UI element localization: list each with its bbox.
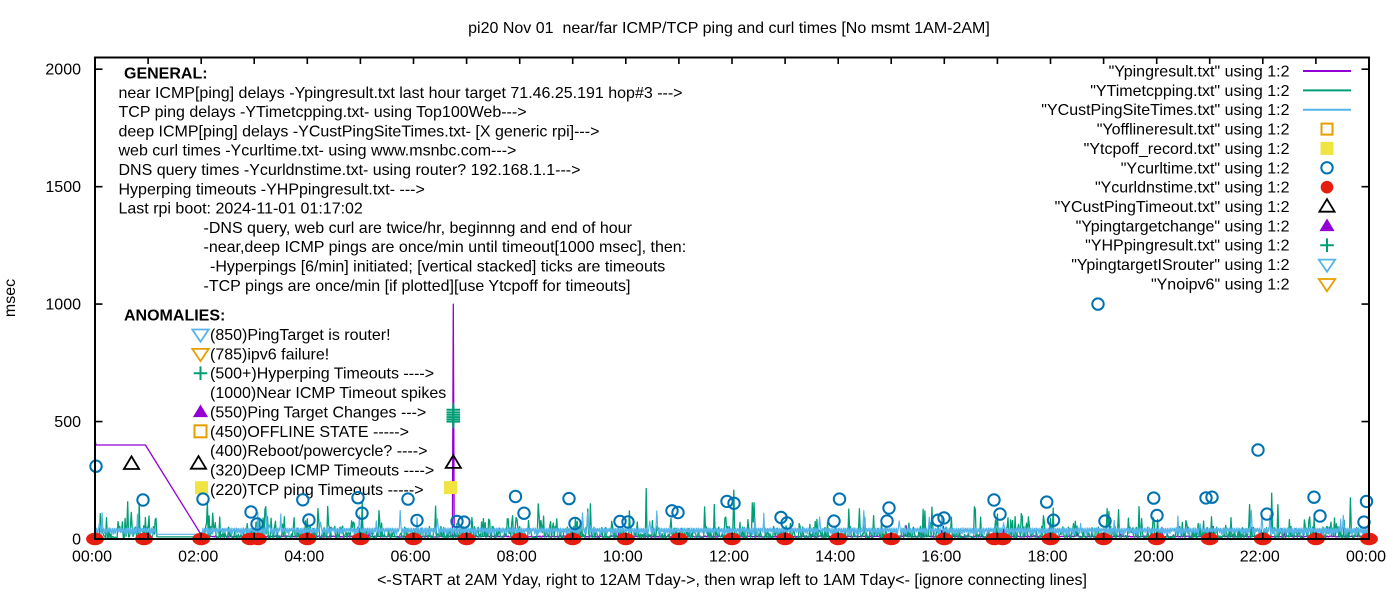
svg-text:"YHPpingresult.txt" using 1:2: "YHPpingresult.txt" using 1:2 — [1085, 238, 1289, 255]
svg-text:"YCustPingSiteTimes.txt" using: "YCustPingSiteTimes.txt" using 1:2 — [1041, 102, 1289, 119]
svg-text:(550)Ping Target Changes --->: (550)Ping Target Changes ---> — [210, 404, 426, 421]
svg-text:02:00: 02:00 — [178, 549, 218, 566]
svg-text:0: 0 — [72, 532, 81, 549]
svg-text:DNS query times -Ycurldnstime.: DNS query times -Ycurldnstime.txt- using… — [119, 162, 581, 179]
svg-text:500: 500 — [54, 414, 81, 431]
svg-text:2000: 2000 — [45, 62, 81, 79]
svg-text:"Ytcpoff_record.txt" using 1:2: "Ytcpoff_record.txt" using 1:2 — [1084, 141, 1290, 158]
svg-text:04:00: 04:00 — [284, 549, 324, 566]
svg-text:"Ycurltime.txt" using 1:2: "Ycurltime.txt" using 1:2 — [1121, 160, 1290, 177]
svg-text:(785)ipv6 failure!: (785)ipv6 failure! — [210, 346, 329, 363]
svg-text:(400)Reboot/powercycle? ---->: (400)Reboot/powercycle? ----> — [210, 443, 427, 460]
svg-text:10:00: 10:00 — [603, 549, 643, 566]
svg-text:msec: msec — [2, 279, 19, 317]
svg-text:(320)Deep ICMP Timeouts ---->: (320)Deep ICMP Timeouts ----> — [210, 463, 434, 480]
svg-text:<-START at 2AM Yday, right to: <-START at 2AM Yday, right to 12AM Tday-… — [377, 572, 1087, 589]
svg-text:22:00: 22:00 — [1240, 549, 1280, 566]
svg-text:14:00: 14:00 — [815, 549, 855, 566]
svg-text:-DNS query, web curl are twice: -DNS query, web curl are twice/hr, begin… — [204, 220, 633, 237]
svg-text:00:00: 00:00 — [1346, 549, 1386, 566]
svg-text:16:00: 16:00 — [921, 549, 961, 566]
svg-text:(500+)Hyperping Timeouts ---->: (500+)Hyperping Timeouts ----> — [210, 366, 434, 383]
svg-text:(450)OFFLINE STATE ----->: (450)OFFLINE STATE -----> — [210, 424, 409, 441]
svg-text:ANOMALIES:: ANOMALIES: — [124, 308, 225, 325]
svg-text:pi20 Nov 01 near/far ICMP/TCP: pi20 Nov 01 near/far ICMP/TCP ping and c… — [468, 20, 990, 37]
svg-text:"YpingtargetISrouter" using 1:: "YpingtargetISrouter" using 1:2 — [1071, 257, 1289, 274]
svg-text:(220)TCP ping Timeouts ----->: (220)TCP ping Timeouts -----> — [210, 482, 424, 499]
svg-text:(1000)Near ICMP Timeout spikes: (1000)Near ICMP Timeout spikes — [210, 385, 446, 402]
svg-text:web curl times -Ycurltime.txt-: web curl times -Ycurltime.txt- using www… — [118, 143, 517, 160]
svg-text:"Ypingresult.txt" using 1:2: "Ypingresult.txt" using 1:2 — [1109, 64, 1290, 81]
svg-text:-Hyperpings [6/min] initiated;: -Hyperpings [6/min] initiated; [vertical… — [210, 259, 665, 276]
svg-text:18:00: 18:00 — [1027, 549, 1067, 566]
svg-text:-near,deep ICMP pings are once: -near,deep ICMP pings are once/min until… — [204, 239, 687, 256]
svg-text:TCP ping delays -YTimetcpping.: TCP ping delays -YTimetcpping.txt- using… — [119, 104, 527, 121]
svg-text:Hyperping timeouts -YHPpingres: Hyperping timeouts -YHPpingresult.txt- -… — [119, 181, 425, 198]
svg-text:"Ynoipv6" using 1:2: "Ynoipv6" using 1:2 — [1151, 277, 1290, 294]
svg-text:06:00: 06:00 — [390, 549, 430, 566]
svg-text:-TCP pings are once/min [if pl: -TCP pings are once/min [if plotted][use… — [204, 278, 631, 295]
svg-text:GENERAL:: GENERAL: — [124, 66, 208, 83]
svg-text:near ICMP[ping] delays -Ypingr: near ICMP[ping] delays -Ypingresult.txt … — [119, 85, 683, 102]
svg-text:"YTimetcpping.txt" using 1:2: "YTimetcpping.txt" using 1:2 — [1090, 83, 1289, 100]
svg-text:"YCustPingTimeout.txt" using 1: "YCustPingTimeout.txt" using 1:2 — [1055, 199, 1290, 216]
svg-text:08:00: 08:00 — [497, 549, 537, 566]
svg-text:"Yofflineresult.txt" using 1:2: "Yofflineresult.txt" using 1:2 — [1097, 122, 1290, 139]
svg-text:"Ycurldnstime.txt" using 1:2: "Ycurldnstime.txt" using 1:2 — [1095, 180, 1290, 197]
svg-text:00:00: 00:00 — [72, 549, 112, 566]
svg-text:Last rpi boot: 2024-11-01 01:1: Last rpi boot: 2024-11-01 01:17:02 — [119, 201, 363, 218]
svg-text:1000: 1000 — [45, 297, 81, 314]
svg-text:"Ypingtargetchange" using 1:2: "Ypingtargetchange" using 1:2 — [1076, 218, 1290, 235]
svg-text:(850)PingTarget is router!: (850)PingTarget is router! — [210, 327, 391, 344]
svg-text:deep ICMP[ping] delays -YCustP: deep ICMP[ping] delays -YCustPingSiteTim… — [119, 123, 600, 140]
svg-text:1500: 1500 — [45, 179, 81, 196]
svg-text:20:00: 20:00 — [1134, 549, 1174, 566]
svg-text:12:00: 12:00 — [709, 549, 749, 566]
